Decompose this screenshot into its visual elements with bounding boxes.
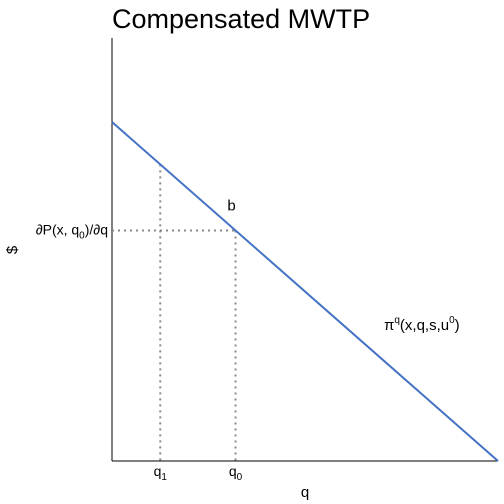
- x-tick-label-q1: q1: [154, 463, 168, 483]
- series-label-args: (x,q,s,u: [400, 317, 449, 334]
- x-tick-q0-main: q: [229, 463, 237, 479]
- chart-title: Compensated MWTP: [112, 4, 370, 34]
- point-label-b: b: [227, 197, 235, 214]
- series-label-close: ): [455, 317, 460, 334]
- x-axis-title: q: [301, 484, 309, 501]
- y-tick-pre: ∂P(x, q: [36, 221, 79, 237]
- x-tick-q1-main: q: [154, 463, 162, 479]
- y-axis-title: $: [4, 245, 21, 254]
- series-label: πq(x,q,s,u0): [384, 315, 460, 334]
- series-label-base: π: [384, 317, 394, 334]
- x-tick-q1-sub: 1: [161, 472, 167, 483]
- x-tick-label-q0: q0: [229, 463, 243, 483]
- y-tick-post: )/∂q: [85, 221, 108, 237]
- series-label-sup: q: [394, 315, 400, 326]
- y-tick-sub: 0: [79, 230, 85, 241]
- series-line-mwtp: [111, 121, 499, 462]
- x-tick-q0-sub: 0: [237, 472, 243, 483]
- y-tick-label-price: ∂P(x, q0)/∂q: [36, 221, 108, 241]
- series-label-args-sup: 0: [449, 315, 455, 326]
